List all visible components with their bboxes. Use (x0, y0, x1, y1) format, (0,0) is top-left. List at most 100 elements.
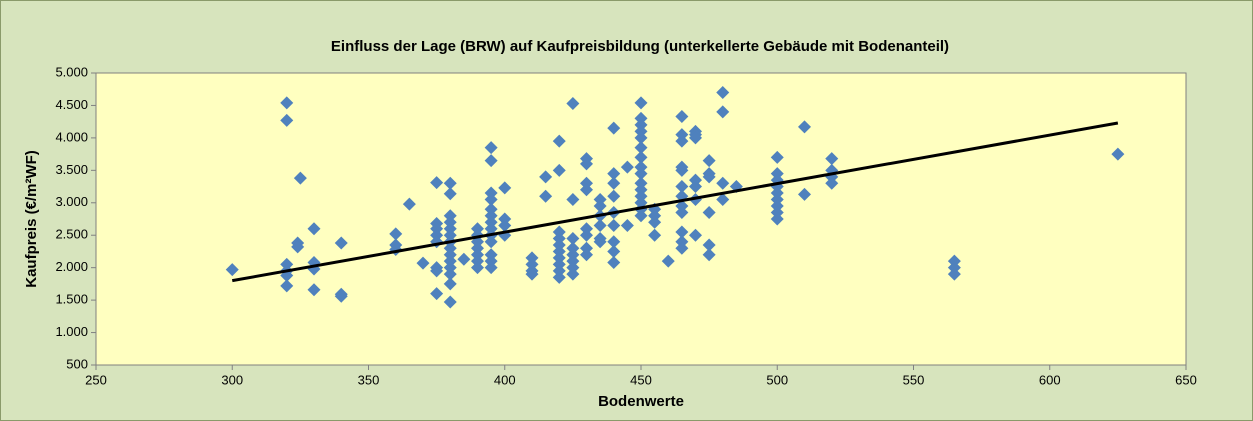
y-tick-label: 3.000 (55, 194, 88, 209)
point (566, 193, 580, 207)
point (675, 241, 689, 255)
y-tick-label: 2.500 (55, 227, 88, 242)
point (620, 160, 634, 174)
point (593, 218, 607, 232)
point (634, 209, 648, 223)
point (634, 131, 648, 145)
y-tick-label: 5.000 (55, 64, 88, 79)
point (702, 248, 716, 262)
point (430, 264, 444, 278)
point (947, 267, 961, 281)
y-axis-label: Kaufpreis (€/m²WF) (23, 150, 40, 288)
point (389, 227, 403, 241)
point (675, 163, 689, 177)
point (702, 238, 716, 252)
point (661, 254, 675, 268)
point (291, 240, 305, 254)
point (552, 134, 566, 148)
point (498, 181, 512, 195)
point (716, 176, 730, 190)
point (770, 212, 784, 226)
point (580, 228, 593, 242)
point (825, 152, 839, 166)
point (825, 176, 839, 190)
x-tick-label: 250 (85, 372, 107, 387)
point (648, 228, 662, 242)
point (580, 157, 593, 171)
point (634, 96, 648, 110)
point (430, 287, 444, 301)
point (634, 150, 648, 164)
y-tick-label: 2.000 (55, 259, 88, 274)
point (770, 150, 784, 164)
point (402, 197, 416, 211)
point (702, 170, 716, 184)
point (498, 218, 512, 232)
trendline (231, 121, 1119, 283)
point (416, 256, 430, 270)
point (539, 189, 553, 203)
point (280, 279, 294, 293)
point (716, 193, 730, 207)
point (471, 261, 484, 275)
point (607, 218, 621, 232)
point (607, 121, 621, 135)
x-axis-label: Bodenwerte (598, 393, 684, 410)
point (307, 222, 321, 236)
x-tick-label: 350 (358, 372, 380, 387)
x-tick-label: 300 (221, 372, 243, 387)
point (334, 236, 348, 250)
x-tick-label: 400 (494, 372, 516, 387)
point (689, 180, 702, 194)
point (280, 96, 294, 110)
point (675, 109, 689, 123)
point (689, 228, 702, 242)
point (675, 225, 689, 239)
point (552, 163, 566, 177)
point (648, 215, 662, 229)
point (430, 176, 444, 190)
point (634, 167, 648, 181)
point (484, 193, 498, 207)
point (607, 255, 621, 269)
point (593, 199, 607, 213)
point (484, 235, 498, 249)
point (280, 113, 294, 127)
point (716, 105, 730, 119)
point (798, 120, 811, 134)
point (484, 261, 498, 275)
point (580, 248, 593, 262)
point (607, 244, 621, 258)
y-tick-label: 3.500 (55, 162, 88, 177)
point (593, 235, 607, 249)
y-tick-label: 500 (66, 356, 88, 371)
point (525, 267, 539, 281)
y-tick-label: 4.500 (55, 97, 88, 112)
x-tick-label: 650 (1175, 372, 1197, 387)
point (539, 170, 553, 184)
point (443, 267, 457, 281)
y-tick-label: 4.000 (55, 129, 88, 144)
point (293, 171, 307, 185)
point (702, 154, 716, 168)
point (443, 187, 457, 201)
point (1111, 147, 1125, 161)
point (675, 134, 689, 148)
y-tick-label: 1.000 (55, 324, 88, 339)
point (566, 267, 580, 281)
point (566, 96, 580, 110)
point (798, 187, 811, 201)
point (675, 206, 689, 220)
point (689, 131, 702, 145)
point (607, 189, 621, 203)
point (566, 231, 580, 245)
point (334, 289, 348, 303)
point (607, 167, 621, 181)
point (580, 183, 593, 197)
point (620, 218, 634, 232)
point (457, 252, 471, 266)
x-tick-label: 600 (1039, 372, 1061, 387)
x-tick-label: 450 (630, 372, 652, 387)
point (716, 85, 730, 99)
